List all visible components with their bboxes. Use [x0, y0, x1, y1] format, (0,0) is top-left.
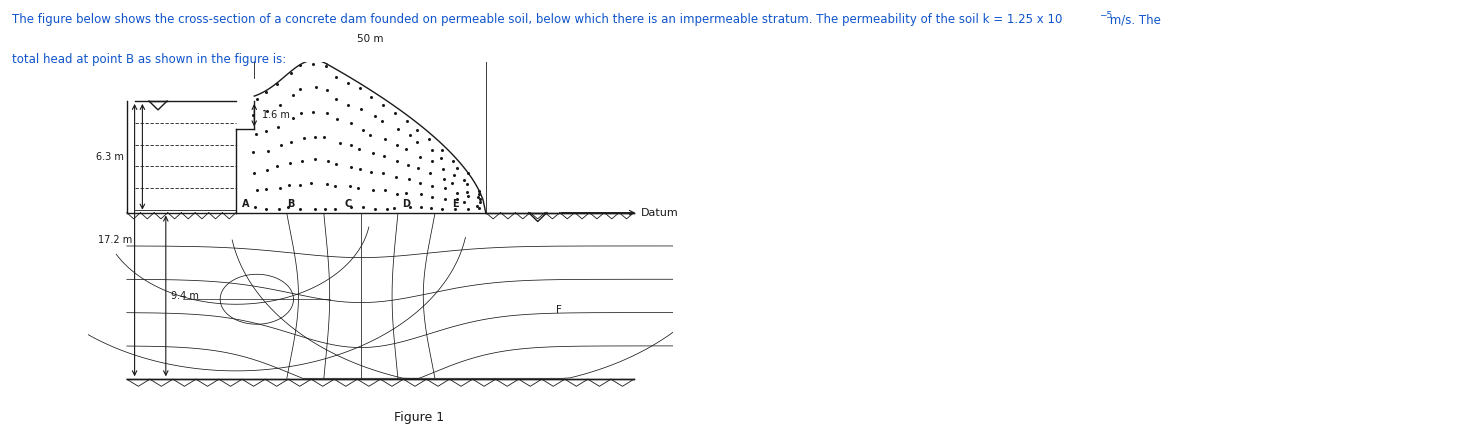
- Text: 9.4 m: 9.4 m: [171, 291, 199, 301]
- Text: Figure 1: Figure 1: [395, 411, 445, 424]
- Text: A: A: [243, 199, 250, 209]
- Text: The figure below shows the cross-section of a concrete dam founded on permeable : The figure below shows the cross-section…: [12, 13, 1062, 26]
- Text: −5: −5: [1099, 11, 1112, 20]
- Text: Datum: Datum: [641, 208, 679, 218]
- Text: 17.2 m: 17.2 m: [98, 235, 132, 245]
- Text: F: F: [556, 305, 562, 315]
- Text: B: B: [287, 199, 294, 209]
- Text: C: C: [345, 199, 353, 209]
- Text: m/s. The: m/s. The: [1106, 13, 1162, 26]
- Text: D: D: [402, 199, 410, 209]
- Text: 50 m: 50 m: [357, 34, 383, 44]
- Text: total head at point B as shown in the figure is:: total head at point B as shown in the fi…: [12, 53, 285, 66]
- Text: 1.6 m: 1.6 m: [262, 110, 290, 120]
- Text: E: E: [452, 199, 459, 209]
- Text: 6.3 m: 6.3 m: [97, 152, 124, 162]
